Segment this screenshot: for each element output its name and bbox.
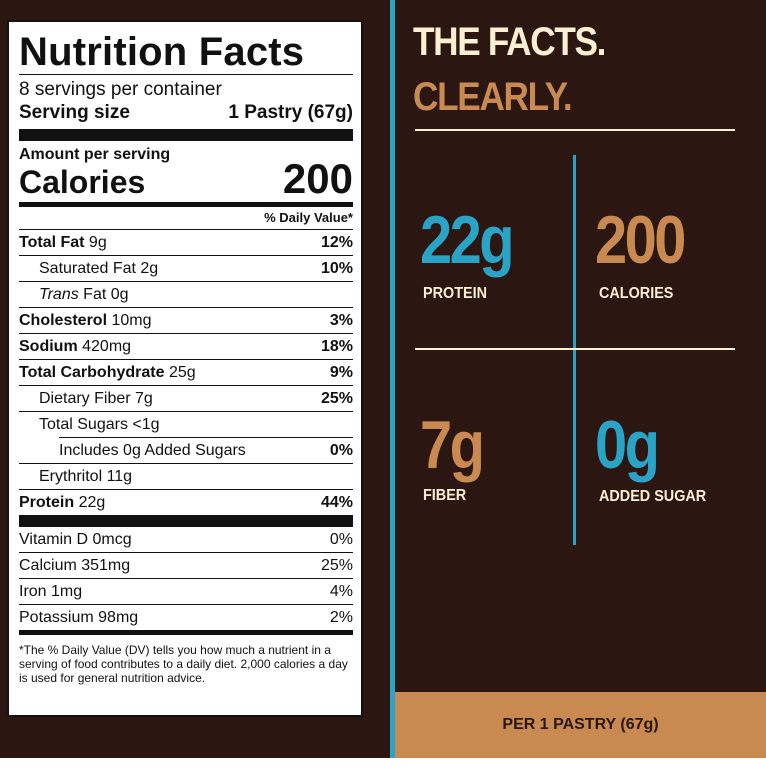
nutrient-row-trans-fat: Trans Fat 0g	[19, 281, 353, 307]
nutrient-pct: 12%	[320, 234, 353, 251]
vitamins-section: Vitamin D 0mcg 0% Calcium 351mg 25% Iron…	[19, 527, 353, 630]
stat-fiber-label: FIBER	[423, 487, 467, 504]
serving-size: Serving size 1 Pastry (67g)	[19, 101, 353, 129]
nutrient-amount: 25g	[164, 364, 196, 381]
nutrient-pct: 44%	[320, 494, 353, 511]
serving-size-value: 1 Pastry (67g)	[228, 102, 353, 123]
vitamin-name: Calcium 351mg	[19, 557, 131, 574]
nutrient-name: Trans	[39, 286, 79, 303]
nutrient-name: Protein	[19, 494, 75, 511]
nutrient-amount: 9g	[84, 234, 107, 251]
daily-value-footnote: *The % Daily Value (DV) tells you how mu…	[19, 643, 348, 685]
stat-protein-label: PROTEIN	[423, 285, 488, 302]
stat-added-sugar-value: 0g	[595, 407, 660, 483]
nutrient-row-cholesterol: Cholesterol 10mg 3%	[19, 307, 353, 333]
nutrient-name: Total Carbohydrate	[19, 364, 165, 381]
facts-panel: THE FACTS. CLEARLY. 22g PROTEIN 200 CALO…	[395, 0, 766, 768]
stat-calories-label: CALORIES	[599, 285, 674, 302]
nutrient-pct: 0%	[329, 442, 353, 459]
nutrient-row-total-sugars: Total Sugars <1g	[19, 411, 353, 437]
vitamin-row-iron: Iron 1mg 4%	[19, 578, 353, 604]
nutrient-row-saturated-fat: Saturated Fat 2g 10%	[19, 255, 353, 281]
servings-per-container: 8 servings per container	[19, 79, 222, 100]
nutrient-row-erythritol: Erythritol 11g	[19, 463, 353, 489]
stat-protein-value: 22g	[420, 202, 515, 278]
nutrient-row-total-fat: Total Fat 9g 12%	[19, 229, 353, 255]
divider-thick	[19, 515, 353, 527]
stats-horizontal-divider	[415, 348, 735, 350]
serving-footer: PER 1 PASTRY (67g)	[395, 692, 766, 758]
vitamin-name: Vitamin D 0mcg	[19, 531, 132, 548]
serving-footer-text: PER 1 PASTRY (67g)	[502, 716, 659, 733]
vitamin-pct: 4%	[329, 583, 353, 600]
nutrient-name: Total Sugars	[39, 416, 128, 433]
nutrient-amount: 2g	[135, 260, 159, 277]
stat-added-sugar-label: ADDED SUGAR	[599, 488, 707, 505]
stat-fiber-value: 7g	[420, 407, 485, 483]
nutrient-row-total-carbohydrate: Total Carbohydrate 25g 9%	[19, 359, 353, 385]
vitamin-pct: 2%	[329, 609, 353, 626]
nutrient-row-dietary-fiber: Dietary Fiber 7g 25%	[19, 385, 353, 411]
bottom-margin	[0, 758, 766, 768]
stat-calories-value: 200	[595, 202, 686, 278]
serving-size-label: Serving size	[19, 102, 130, 123]
nutrient-name: Dietary Fiber	[39, 390, 131, 407]
nutrient-amount: 420mg	[77, 338, 132, 355]
nutrient-pct: 18%	[320, 338, 353, 355]
nutrient-amount: 7g	[130, 390, 153, 407]
nutrient-row-added-sugars: Includes 0g Added Sugars 0%	[59, 437, 353, 463]
nutrient-row-protein: Protein 22g 44%	[19, 489, 353, 515]
nutrient-row-sodium: Sodium 420mg 18%	[19, 333, 353, 359]
nutrient-name: Total Fat	[19, 234, 85, 251]
divider-medium	[19, 202, 353, 207]
nutrient-name: Erythritol	[39, 468, 103, 485]
nutrient-pct: 3%	[329, 312, 353, 329]
divider	[19, 74, 353, 75]
vitamin-pct: 0%	[329, 531, 353, 548]
amount-per-serving: Amount per serving	[19, 146, 171, 163]
nutrient-amount: 11g	[102, 468, 133, 485]
stats-vertical-divider	[573, 155, 576, 545]
facts-heading-line2: CLEARLY.	[413, 75, 573, 119]
vitamin-pct: 25%	[320, 557, 353, 574]
nutrient-amount: 10mg	[107, 312, 152, 329]
calories-label: Calories	[19, 164, 146, 200]
nutrient-name: Sodium	[19, 338, 78, 355]
nutrient-pct: 25%	[320, 390, 353, 407]
nutrient-name: Includes 0g Added Sugars	[59, 442, 246, 459]
vitamin-name: Iron 1mg	[19, 583, 83, 600]
nutrient-name: Cholesterol	[19, 312, 108, 329]
divider-medium	[19, 630, 353, 635]
calories-row: Calories 200	[19, 155, 353, 202]
nutrient-name: Saturated Fat	[39, 260, 136, 277]
vitamin-row-calcium: Calcium 351mg 25%	[19, 552, 353, 578]
divider-thick	[19, 129, 353, 141]
facts-heading-line1: THE FACTS.	[413, 20, 606, 64]
nutrient-amount: <1g	[127, 416, 160, 433]
nutrient-amount: Fat 0g	[78, 286, 129, 303]
calories-value: 200	[282, 155, 353, 202]
daily-value-header: % Daily Value*	[264, 210, 353, 225]
nutrient-pct: 10%	[320, 260, 353, 277]
vitamin-row-potassium: Potassium 98mg 2%	[19, 604, 353, 630]
nutrition-facts-label: Nutrition Facts 8 servings per container…	[7, 20, 363, 717]
nutrient-pct: 9%	[329, 364, 353, 381]
blue-divider	[390, 0, 395, 768]
vitamin-row-vitamin-d: Vitamin D 0mcg 0%	[19, 527, 353, 552]
vitamin-name: Potassium 98mg	[19, 609, 139, 626]
nutrition-panel: Nutrition Facts 8 servings per container…	[0, 0, 390, 768]
heading-rule	[415, 129, 735, 131]
label-title: Nutrition Facts	[19, 30, 305, 74]
nutrient-amount: 22g	[74, 494, 106, 511]
